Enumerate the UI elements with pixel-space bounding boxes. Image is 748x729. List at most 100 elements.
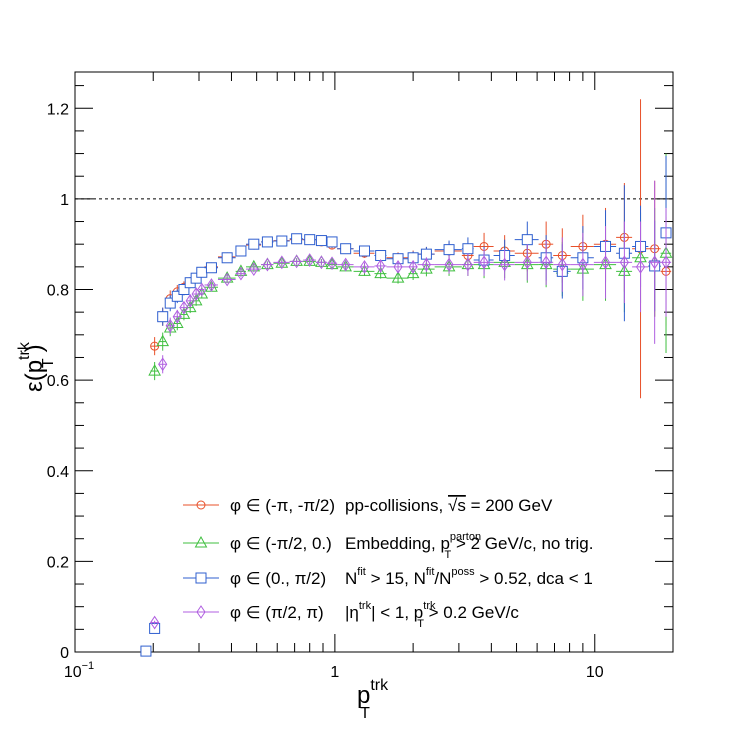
annotation-segment: T <box>445 549 452 561</box>
data-point <box>661 255 671 270</box>
data-point <box>150 341 160 351</box>
x-tick-label-exponent: −1 <box>82 660 95 672</box>
legend-label: φ ∈ (π/2, π) <box>230 603 324 622</box>
annotation-segment: trk <box>423 600 436 612</box>
annotation-segment: √s <box>448 496 466 515</box>
data-point <box>179 300 189 315</box>
y-tick-label: 0.6 <box>47 373 69 390</box>
data-point <box>177 307 191 319</box>
data-point <box>391 271 405 283</box>
data-point <box>190 272 202 284</box>
data-point <box>205 262 217 274</box>
legend-marker <box>196 500 206 510</box>
data-point <box>158 357 168 372</box>
data-point <box>635 259 646 274</box>
data-point <box>619 255 629 270</box>
x-axis-title-sup: trk <box>370 677 389 694</box>
annotation-segment: > 15, N <box>366 569 426 588</box>
data-point <box>479 255 489 270</box>
data-point <box>443 244 455 256</box>
y-axis-title-sub: T <box>40 358 57 368</box>
data-point <box>165 318 175 333</box>
data-point <box>500 257 510 272</box>
data-point <box>156 334 170 347</box>
annotation-segment: fit <box>357 566 366 578</box>
data-point <box>261 236 273 248</box>
data-point <box>316 255 327 270</box>
legend-marker <box>194 535 208 548</box>
plot-frame <box>74 71 674 653</box>
data-point <box>171 290 183 302</box>
data-point <box>408 259 418 274</box>
y-axis-title-post: ) <box>21 344 48 352</box>
annotation-segment: parton <box>450 531 481 543</box>
y-axis-title: ε(ptrk T) <box>16 341 57 392</box>
data-point <box>235 245 247 257</box>
data-point <box>249 262 259 277</box>
data-point <box>406 266 420 279</box>
y-tick-label: 1 <box>60 192 69 209</box>
data-point <box>650 255 660 270</box>
data-point <box>148 364 161 376</box>
annotation-segment: fit <box>426 566 435 578</box>
x-major-ticks: 10−1 1 10 <box>64 72 604 681</box>
annotation-segment: > 2 GeV/c, no trig. <box>451 534 593 553</box>
data-point <box>600 255 611 270</box>
data-point <box>358 264 371 276</box>
data-point <box>462 243 474 255</box>
annotation-segment: = 200 GeV <box>466 496 553 515</box>
data-point <box>222 272 232 287</box>
legend: φ ∈ (-π, -π/2) φ ∈ (-π/2, 0.) φ ∈ (0., π/2… <box>183 496 593 630</box>
data-point <box>326 236 338 248</box>
data-point <box>206 278 217 292</box>
annotation-text: Embedding, pparton T > 2 GeV/c, no trig. <box>345 531 593 561</box>
annotation-segment: pp-collisions, <box>345 496 448 515</box>
data-point <box>463 257 473 272</box>
y-tick-label: 1.2 <box>47 101 69 118</box>
data-point <box>185 293 195 308</box>
data-point <box>522 255 532 270</box>
annotation-text: |ηtrk| < 1, ptrk T > 0.2 GeV/c <box>345 600 519 630</box>
data-point <box>248 238 260 250</box>
data-point <box>358 245 370 257</box>
data-point <box>340 243 352 255</box>
x-tick-label-base: 10 <box>64 664 82 681</box>
x-axis-title-base: p <box>357 682 370 709</box>
data-point <box>305 253 315 267</box>
data-point <box>197 282 207 297</box>
annotation-text: pp-collisions, √s = 200 GeV <box>345 496 553 515</box>
annotation-segment: /N <box>434 569 451 588</box>
data-point <box>521 234 533 246</box>
data-point <box>393 259 403 274</box>
x-axis-title-sub: T <box>360 705 370 722</box>
data-point <box>376 259 386 273</box>
data-point <box>236 266 246 281</box>
annotation-segment: |η <box>345 603 359 622</box>
annotation-segment: > 0.2 GeV/c <box>424 603 519 622</box>
y-tick-label: 0 <box>60 645 69 662</box>
data-point <box>157 311 169 323</box>
legend-label: φ ∈ (-π/2, 0.) <box>230 534 332 553</box>
legend-marker <box>196 605 206 619</box>
legend-label: φ ∈ (-π, -π/2) <box>230 496 335 515</box>
series-diamond <box>150 180 672 630</box>
y-axis-title-pre: ε(p <box>21 360 48 392</box>
data-point <box>375 250 387 262</box>
y-tick-label: 0.4 <box>47 464 69 481</box>
annotation-segment: T <box>417 618 424 630</box>
data-point <box>315 235 327 247</box>
data-point <box>164 297 176 309</box>
data-point <box>359 259 370 274</box>
x-axis-title: ptrk T <box>357 677 389 722</box>
y-tick-label: 0.2 <box>47 554 69 571</box>
series-layer <box>140 99 673 657</box>
y-tick-label: 0.8 <box>47 283 69 300</box>
x-minor-ticks <box>152 72 584 652</box>
data-point <box>277 255 287 270</box>
data-point <box>557 257 567 272</box>
data-point <box>178 284 190 295</box>
data-point <box>291 233 303 245</box>
data-point <box>420 262 433 274</box>
